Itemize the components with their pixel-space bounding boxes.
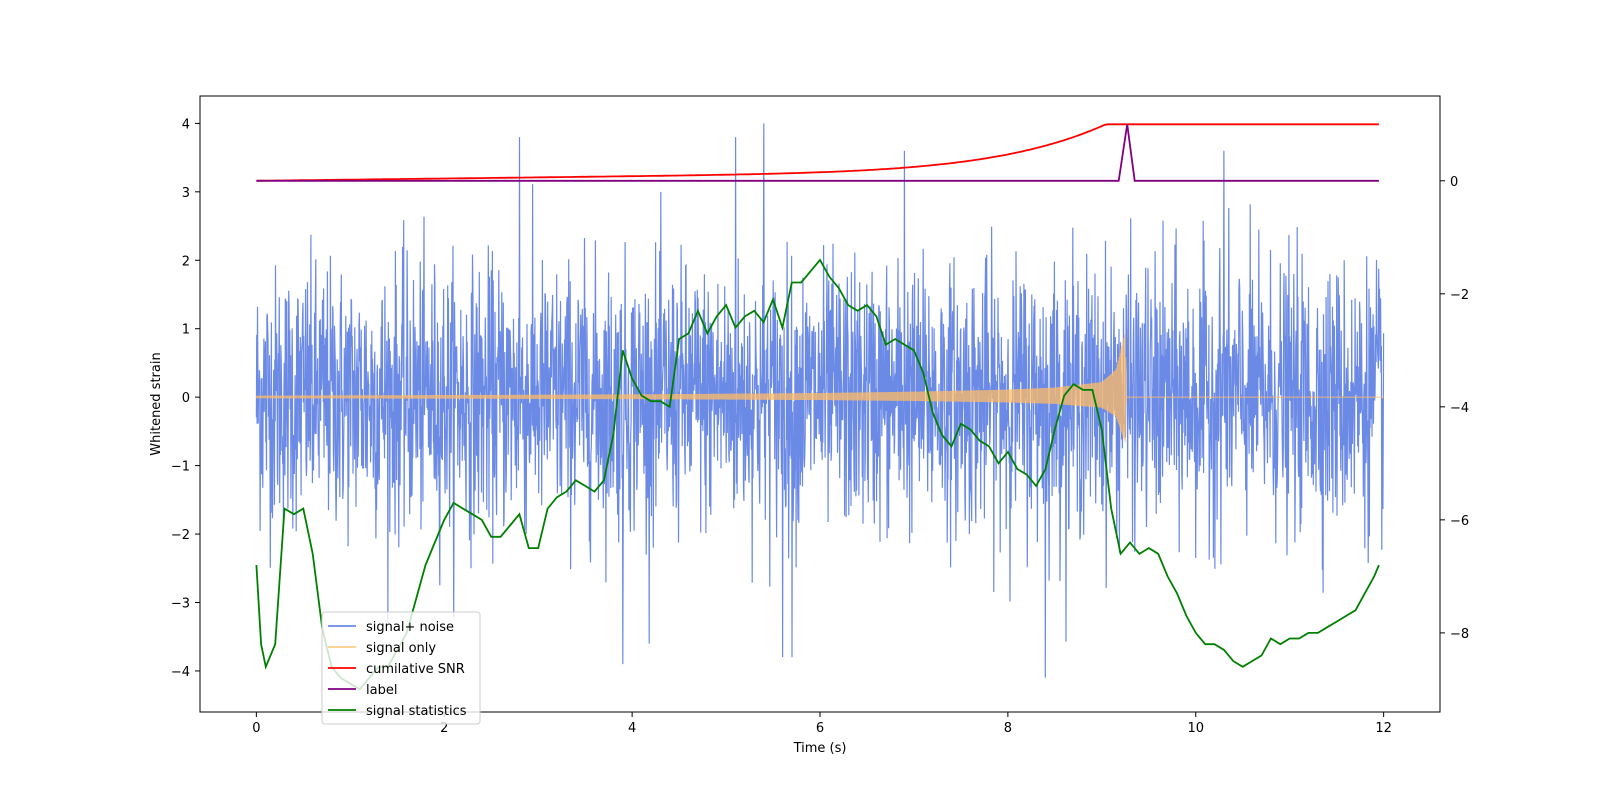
x-tick-label: 0	[252, 721, 260, 736]
y-tick-label: −1	[171, 460, 190, 475]
x-tick-label: 6	[816, 721, 824, 736]
y-tick-label: −4	[171, 665, 190, 680]
y-tick-label: −2	[171, 528, 190, 543]
series-signal-plus-noise	[255, 123, 1385, 678]
y-axis-label: Whitened strain	[149, 352, 164, 455]
y2-tick-label: −2	[1450, 288, 1469, 303]
x-axis-label: Time (s)	[793, 741, 847, 756]
x-tick-label: 12	[1375, 721, 1392, 736]
y-tick-label: 1	[182, 323, 190, 338]
y-tick-label: 2	[182, 254, 190, 269]
legend-label: label	[366, 683, 397, 698]
y-axis-right: −8 −6 −4 −2 0	[1440, 175, 1469, 642]
legend-label: cumilative SNR	[366, 662, 465, 677]
x-tick-label: 2	[440, 721, 448, 736]
y2-tick-label: 0	[1450, 175, 1458, 190]
series-layer	[255, 123, 1385, 691]
series-signal-only	[255, 334, 1384, 443]
series-signal-statistics	[255, 258, 1380, 691]
legend-label: signal only	[366, 641, 436, 656]
y-tick-label: −3	[171, 596, 190, 611]
series-label	[256, 124, 1379, 182]
y-tick-label: 3	[182, 186, 190, 201]
legend-label: signal statistics	[366, 704, 467, 719]
legend-label: signal+ noise	[366, 620, 454, 635]
x-tick-label: 8	[1004, 721, 1012, 736]
y2-tick-label: −4	[1450, 401, 1469, 416]
y2-tick-label: −8	[1450, 627, 1469, 642]
x-tick-label: 10	[1187, 721, 1204, 736]
y2-tick-label: −6	[1450, 514, 1469, 529]
y-tick-label: 0	[182, 391, 190, 406]
legend: signal+ noise signal only cumilative SNR la…	[321, 611, 481, 725]
y-tick-label: 4	[182, 117, 190, 132]
y-axis-left: −4 −3 −2 −1 0 1 2 3 4	[171, 117, 200, 680]
legend-box	[321, 611, 481, 725]
series-cumulative-snr	[256, 123, 1379, 182]
x-tick-label: 4	[628, 721, 636, 736]
